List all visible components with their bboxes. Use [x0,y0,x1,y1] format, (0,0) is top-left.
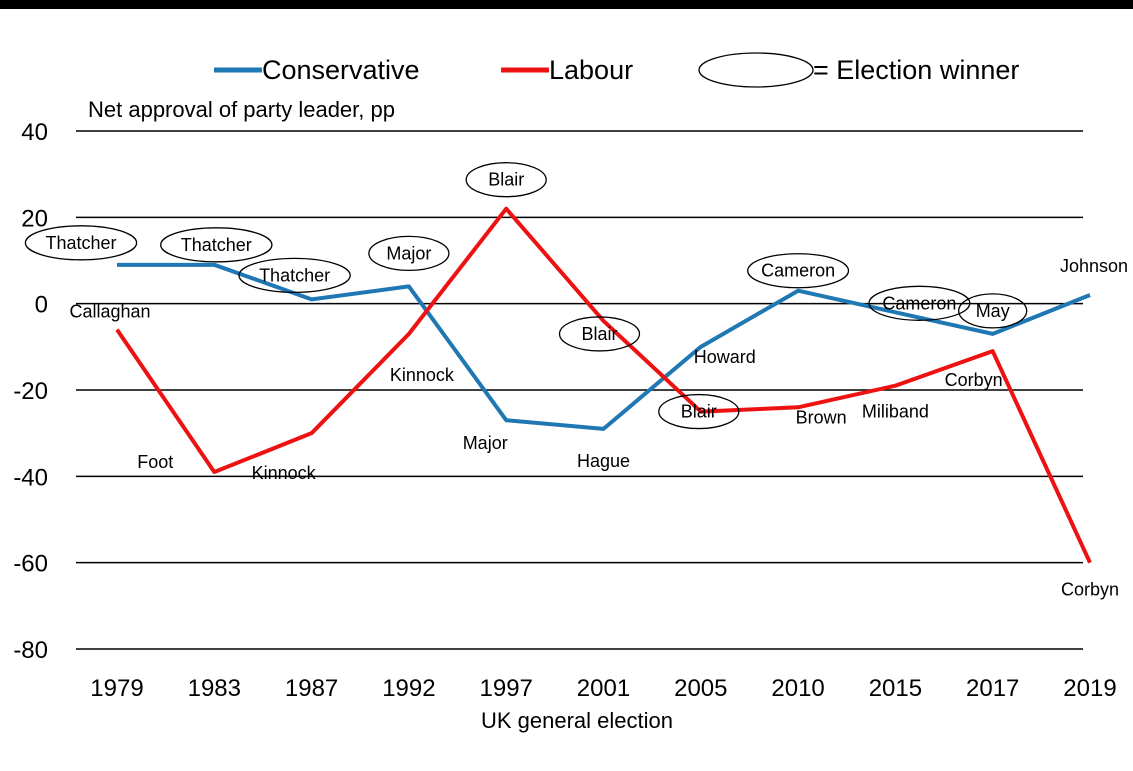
x-tick-label: 2017 [966,675,1019,702]
legend-labour-label: Labour [549,55,633,85]
leader-label: Kinnock [252,463,317,483]
top-rule [0,0,1133,9]
x-tick-label: 2001 [577,675,630,702]
leader-label: Thatcher [259,265,330,285]
x-tick-label: 2019 [1063,675,1116,702]
leader-label: Major [463,433,508,453]
legend: Conservative Labour = Election winner [214,52,1019,88]
winner-ellipse [465,162,547,198]
x-tick-label: 1987 [285,675,338,702]
leader-label: Thatcher [181,235,252,255]
leader-label: Thatcher [45,233,116,253]
x-tick-label: 1992 [382,675,435,702]
y-tick-label: 0 [35,292,48,319]
winner-ellipse [558,316,641,352]
winner-ellipse [958,293,1028,329]
x-tick-labels: 1979 1983 1987 1992 1997 2001 2005 2010 2015 2017… [90,675,1116,702]
legend-conservative-label: Conservative [262,55,420,85]
legend-winner-ellipse [698,52,814,88]
winner-ellipse [24,225,138,261]
y-tick-label: -60 [13,551,48,578]
y-tick-label: -40 [13,464,48,491]
winner-ellipse [747,253,850,289]
winner-ellipse [868,285,971,321]
y-tick-labels: 40 20 0 -20 -40 -60 -80 [13,119,48,664]
x-tick-label: 1979 [90,675,143,702]
leader-label: Cameron [761,261,835,281]
leader-label: Blair [581,324,617,344]
x-tick-label: 1997 [480,675,533,702]
x-axis-title: UK general election [481,708,673,733]
leader-label: Blair [681,402,717,422]
leader-label: Howard [694,347,756,367]
leader-label: Miliband [862,402,929,422]
x-tick-label: 2010 [771,675,824,702]
y-tick-label: -20 [13,378,48,405]
legend-winner-label: = Election winner [813,55,1019,85]
winner-ellipse [238,257,351,294]
y-tick-label: 20 [21,205,48,232]
leader-label: Hague [577,451,630,471]
leader-label: Corbyn [1061,580,1119,600]
gridlines [76,130,1083,650]
leader-label: Johnson [1060,256,1128,276]
x-tick-label: 2015 [869,675,922,702]
winner-ellipse [160,227,273,263]
y-tick-label: -80 [13,637,48,664]
winner-ellipse [368,235,450,272]
y-axis-title: Net approval of party leader, pp [88,97,395,122]
labour-series-line [115,206,1092,564]
leader-label: Blair [488,170,524,190]
point-labels: Thatcher Thatcher Thatcher Major Major Hague H… [24,162,1128,600]
winner-ellipse [658,393,740,430]
x-tick-label: 1983 [188,675,241,702]
x-tick-label: 2005 [674,675,727,702]
leader-label: Callaghan [69,302,150,322]
leader-label: Foot [137,452,173,472]
y-tick-label: 40 [21,119,48,146]
leader-label: Brown [796,407,847,427]
leader-label: Cameron [882,293,956,313]
leader-label: May [976,301,1010,321]
leader-label: Major [386,243,431,263]
leader-label: Corbyn [945,370,1003,390]
leader-label: Kinnock [390,365,455,385]
